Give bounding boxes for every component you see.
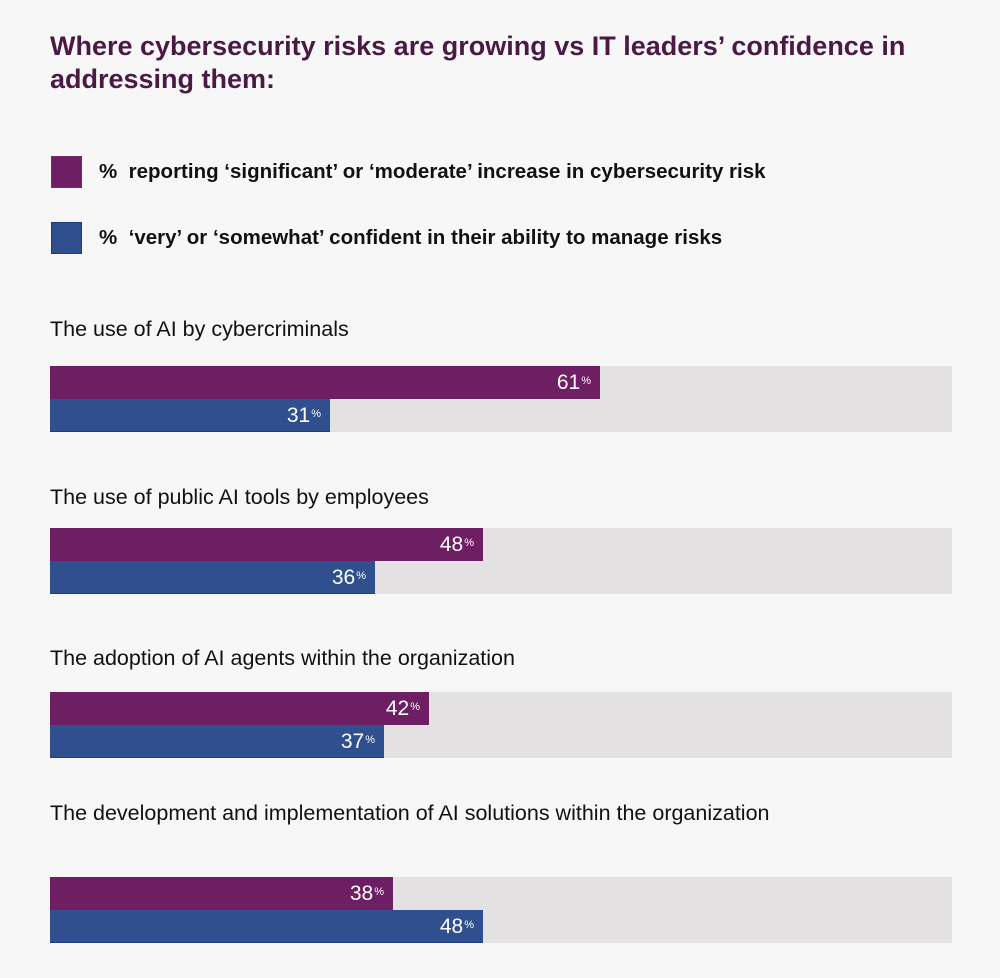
bar-value-label: 61% xyxy=(556,371,591,394)
legend-swatch-risk xyxy=(51,156,82,188)
category-label: The development and implementation of AI… xyxy=(50,801,770,825)
bar-confidence: 37% xyxy=(50,725,384,758)
bar-risk: 42% xyxy=(50,692,429,725)
legend-swatch-confidence xyxy=(51,222,82,254)
legend-text-risk: % reporting ‘significant’ or ‘moderate’ … xyxy=(99,160,766,183)
bar-value-label: 37% xyxy=(340,730,375,753)
bar-confidence: 31% xyxy=(50,399,330,432)
bar-confidence: 36% xyxy=(50,561,375,594)
bar-track: 61% 31% xyxy=(50,366,952,432)
legend-text-confidence: % ‘very’ or ‘somewhat’ confident in thei… xyxy=(99,226,723,249)
bar-track: 38% 48% xyxy=(50,877,952,943)
bar-risk: 61% xyxy=(50,366,600,399)
bar-value-label: 31% xyxy=(286,404,321,427)
bar-value-label: 48% xyxy=(439,533,474,556)
legend-item-risk: % reporting ‘significant’ or ‘moderate’ … xyxy=(51,156,766,188)
legend-item-confidence: % ‘very’ or ‘somewhat’ confident in thei… xyxy=(51,222,722,254)
chart-title: Where cybersecurity risks are growing vs… xyxy=(50,31,906,94)
bar-risk: 38% xyxy=(50,877,393,910)
category-label: The adoption of AI agents within the org… xyxy=(50,646,515,670)
bar-track: 42% 37% xyxy=(50,692,952,758)
bar-track: 48% 36% xyxy=(50,528,952,594)
bar-risk: 48% xyxy=(50,528,483,561)
category-label: The use of public AI tools by employees xyxy=(50,485,429,509)
category-label: The use of AI by cybercriminals xyxy=(50,317,349,341)
bar-confidence: 48% xyxy=(50,910,483,943)
bar-value-label: 38% xyxy=(349,882,384,905)
bar-value-label: 48% xyxy=(439,915,474,938)
bar-value-label: 42% xyxy=(385,697,420,720)
bar-value-label: 36% xyxy=(331,566,366,589)
